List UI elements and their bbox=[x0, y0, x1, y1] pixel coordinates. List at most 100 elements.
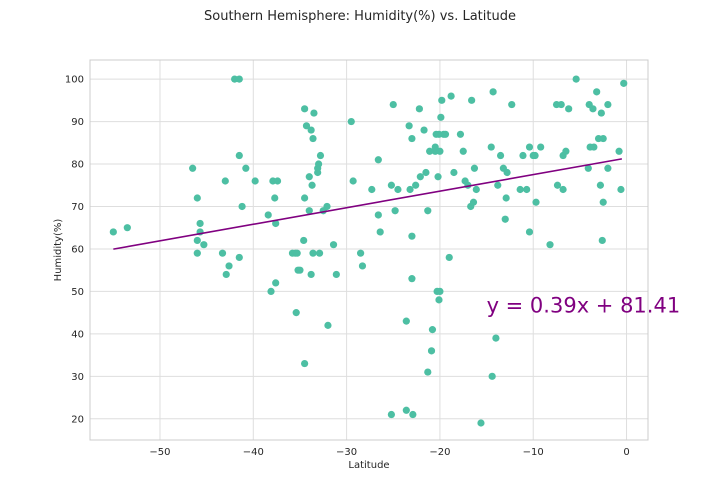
data-point bbox=[218, 249, 227, 257]
data-point bbox=[427, 347, 436, 355]
data-point bbox=[519, 151, 527, 160]
data-point bbox=[301, 105, 309, 113]
data-point bbox=[235, 151, 243, 160]
data-point bbox=[389, 100, 397, 109]
data-point bbox=[301, 194, 309, 202]
data-point bbox=[307, 126, 315, 134]
data-point bbox=[316, 151, 325, 160]
data-point bbox=[496, 151, 505, 160]
data-point bbox=[424, 207, 432, 215]
data-point bbox=[615, 147, 623, 155]
data-point bbox=[445, 253, 453, 262]
data-point bbox=[559, 185, 567, 194]
x-tick-label: −20 bbox=[429, 447, 450, 458]
data-point bbox=[488, 372, 496, 380]
x-tick-label: −40 bbox=[243, 447, 264, 458]
data-point bbox=[347, 117, 355, 126]
data-point bbox=[196, 219, 204, 228]
data-point bbox=[189, 164, 197, 172]
data-point bbox=[422, 168, 430, 177]
data-point bbox=[324, 321, 332, 329]
data-point bbox=[408, 232, 416, 240]
data-point bbox=[436, 287, 444, 295]
data-point bbox=[597, 109, 605, 117]
data-point bbox=[271, 194, 279, 202]
data-point bbox=[405, 122, 413, 130]
data-point bbox=[409, 410, 417, 419]
data-point bbox=[431, 143, 439, 151]
data-point bbox=[599, 198, 607, 206]
data-point bbox=[589, 105, 597, 113]
data-point bbox=[620, 79, 628, 87]
data-point bbox=[441, 130, 450, 138]
data-point bbox=[546, 241, 554, 249]
data-point bbox=[459, 147, 467, 155]
y-tick-label: 20 bbox=[71, 414, 84, 425]
x-tick-label: −30 bbox=[336, 447, 357, 458]
data-point bbox=[310, 109, 318, 117]
y-tick-labels: 20 30 40 50 60 70 80 90 100 bbox=[65, 75, 84, 426]
data-point bbox=[315, 160, 323, 168]
data-point bbox=[376, 228, 384, 236]
data-point bbox=[516, 185, 524, 194]
data-point bbox=[296, 266, 304, 274]
data-point bbox=[292, 309, 300, 317]
x-tick-label: −10 bbox=[523, 447, 544, 458]
data-point bbox=[470, 164, 479, 172]
y-axis-label: Humidity(%) bbox=[53, 219, 64, 282]
data-point bbox=[238, 202, 246, 211]
data-point bbox=[242, 164, 250, 172]
data-point bbox=[221, 177, 229, 185]
y-tick-label: 50 bbox=[71, 287, 84, 298]
data-point bbox=[572, 75, 580, 83]
data-point bbox=[273, 177, 282, 185]
x-tick-label: 0 bbox=[623, 447, 629, 458]
data-point bbox=[593, 88, 601, 96]
data-point bbox=[309, 249, 317, 257]
data-point bbox=[503, 168, 511, 177]
data-point bbox=[617, 185, 625, 194]
data-point bbox=[537, 143, 545, 151]
data-point bbox=[308, 181, 316, 189]
data-point bbox=[272, 279, 280, 287]
data-point bbox=[315, 249, 324, 257]
data-point bbox=[477, 419, 485, 427]
data-point bbox=[412, 181, 420, 189]
data-point bbox=[225, 262, 233, 270]
data-point bbox=[358, 262, 367, 270]
data-point bbox=[307, 270, 315, 279]
data-point bbox=[109, 228, 117, 236]
data-point bbox=[222, 270, 230, 279]
data-point bbox=[557, 100, 565, 109]
data-point bbox=[525, 228, 534, 236]
data-point bbox=[408, 275, 416, 283]
data-point bbox=[305, 173, 313, 181]
y-tick-label: 40 bbox=[71, 329, 84, 340]
data-point bbox=[604, 100, 612, 109]
x-axis-label: Latitude bbox=[348, 460, 389, 471]
data-point bbox=[305, 207, 313, 215]
data-point bbox=[408, 134, 416, 143]
chart-title: Southern Hemisphere: Humidity(%) vs. Lat… bbox=[204, 9, 516, 24]
data-point bbox=[200, 241, 208, 249]
data-point bbox=[300, 236, 308, 245]
data-point bbox=[416, 173, 424, 181]
y-tick-label: 60 bbox=[71, 244, 84, 255]
data-point bbox=[472, 185, 480, 194]
regression-equation: y = 0.39x + 81.41 bbox=[487, 294, 681, 318]
data-point bbox=[502, 194, 510, 202]
data-point bbox=[357, 249, 365, 257]
data-point bbox=[193, 249, 201, 257]
data-point bbox=[487, 143, 495, 151]
data-point bbox=[553, 181, 562, 189]
data-point bbox=[565, 105, 573, 113]
data-point bbox=[193, 194, 201, 202]
data-point bbox=[402, 406, 410, 414]
data-point bbox=[264, 211, 272, 219]
data-point bbox=[387, 181, 395, 189]
data-point bbox=[323, 202, 331, 211]
data-point bbox=[492, 334, 500, 342]
data-point bbox=[456, 130, 465, 138]
data-point bbox=[531, 151, 539, 160]
data-point bbox=[424, 368, 432, 376]
